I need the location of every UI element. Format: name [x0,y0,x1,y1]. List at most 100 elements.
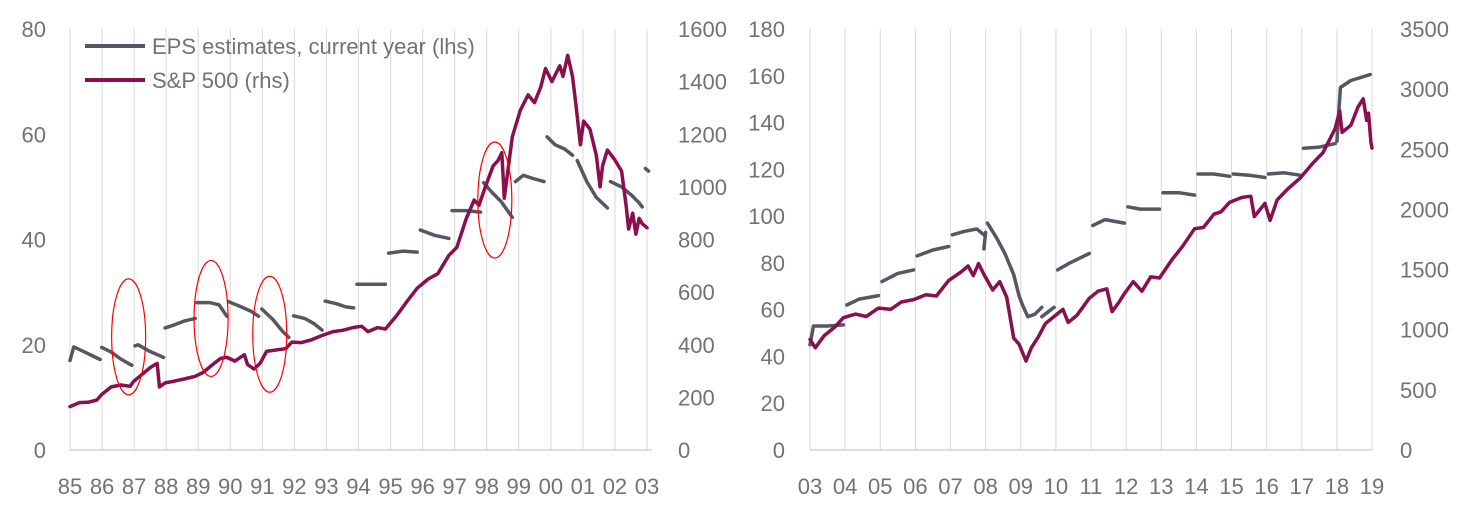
left-gridlines [69,29,648,450]
x-tick-label: 93 [314,474,338,499]
x-tick-label: 03 [635,474,659,499]
sp500-series-line [808,97,1374,363]
x-tick-label: 18 [1325,474,1349,499]
right-y-right-tick-labels: 0 500 1000 1500 2000 2500 3000 3500 [1400,17,1449,463]
eps-series-line [880,268,916,284]
y-right-tick-label: 1600 [678,17,727,42]
y-right-tick-label: 200 [678,385,715,410]
right-x-tick-labels: 03 04 05 06 07 08 09 10 11 12 13 14 15 16 17 18 19 [798,474,1384,499]
eps-series-line [1040,305,1056,319]
eps-series-line [450,208,483,214]
eps-series-line [985,221,1044,319]
y-right-tick-label: 800 [678,228,715,253]
x-tick-label: 99 [507,474,531,499]
highlight-ellipse [477,141,513,259]
eps-series-line [323,299,356,310]
x-tick-label: 07 [938,474,962,499]
x-tick-label: 19 [1360,474,1384,499]
y-right-tick-label: 1400 [678,70,727,95]
right-series-lines [808,72,1374,363]
eps-series-line [195,300,229,319]
legend: EPS estimates, current year (lhs) S&P 50… [85,34,475,93]
y-left-tick-label: 0 [34,438,46,463]
eps-series-line [133,343,166,360]
y-left-tick-label: 60 [761,298,785,323]
x-tick-label: 89 [186,474,210,499]
y-left-tick-label: 40 [761,344,785,369]
x-tick-label: 97 [442,474,466,499]
left-y-left-tick-labels: 0 20 40 60 80 [22,17,46,463]
eps-series-line [513,173,546,184]
x-tick-label: 86 [90,474,114,499]
left-x-tick-labels: 85 86 87 88 89 90 91 92 93 94 95 96 97 98 99 00 01 02 03 [58,474,659,499]
x-tick-label: 13 [1149,474,1173,499]
x-tick-label: 01 [571,474,595,499]
x-tick-label: 06 [903,474,927,499]
sp500-series-line [68,53,649,409]
y-left-tick-label: 180 [748,17,785,42]
x-tick-label: 02 [603,474,627,499]
eps-series-line [68,345,102,363]
eps-series-line [1231,172,1267,180]
y-left-tick-label: 20 [22,333,46,358]
y-right-tick-label: 400 [678,333,715,358]
y-right-tick-label: 2500 [1400,137,1449,162]
y-right-tick-label: 3500 [1400,17,1449,42]
eps-series-line [99,345,134,368]
y-left-tick-label: 160 [748,64,785,89]
y-left-tick-label: 60 [22,122,46,147]
highlight-ellipse [193,259,229,378]
eps-series-line [1301,141,1337,151]
left-y-right-tick-labels: 0 200 400 600 800 1000 1200 1400 1600 [678,17,727,463]
y-right-tick-label: 0 [1400,438,1412,463]
x-tick-label: 90 [218,474,242,499]
eps-series-line [643,166,651,173]
x-tick-label: 85 [58,474,82,499]
y-right-tick-label: 3000 [1400,77,1449,102]
y-left-tick-label: 100 [748,204,785,229]
x-tick-label: 95 [378,474,402,499]
right-y-left-tick-labels: 0 20 40 60 80 100 120 140 160 180 [748,17,785,463]
left-chart: 85 86 87 88 89 90 91 92 93 94 95 96 97 98 99 00 01 02 03 0… [22,17,727,499]
eps-series-line [915,244,951,258]
x-tick-label: 08 [973,474,997,499]
y-left-tick-label: 80 [761,251,785,276]
y-left-tick-label: 0 [773,438,785,463]
left-series-lines [68,53,651,409]
eps-series-line [1196,172,1232,179]
eps-series-line [1266,171,1302,177]
y-left-tick-label: 120 [748,157,785,182]
x-tick-label: 94 [346,474,370,499]
eps-series-line [845,293,881,307]
eps-series-line [163,316,197,330]
x-tick-label: 88 [154,474,178,499]
eps-series-line [950,227,986,237]
highlight-ellipse [252,275,288,393]
highlight-ellipses [111,141,513,396]
x-tick-label: 17 [1290,474,1314,499]
x-tick-label: 00 [539,474,563,499]
eps-series-line [1161,190,1197,197]
eps-series-line [608,179,644,209]
eps-series-line [545,135,575,158]
highlight-ellipse [111,278,147,396]
y-left-tick-label: 140 [748,111,785,136]
x-tick-label: 04 [833,474,857,499]
x-tick-label: 92 [282,474,306,499]
x-tick-label: 05 [868,474,892,499]
y-right-tick-label: 1500 [1400,258,1449,283]
right-chart: 03 04 05 06 07 08 09 10 11 12 13 14 15 16 17 18 19 0 20 40… [748,17,1449,499]
x-tick-label: 12 [1114,474,1138,499]
y-right-tick-label: 500 [1400,378,1437,403]
eps-series-line [575,158,610,210]
x-tick-label: 14 [1184,474,1208,499]
legend-sp500-label: S&P 500 (rhs) [152,68,290,93]
right-gridlines [809,29,1373,450]
eps-series-line [418,228,451,241]
eps-series-line [481,180,515,220]
y-right-tick-label: 2000 [1400,197,1449,222]
legend-eps-label: EPS estimates, current year (lhs) [152,34,475,59]
eps-series-line [1055,251,1091,272]
eps-series-line [226,299,261,319]
